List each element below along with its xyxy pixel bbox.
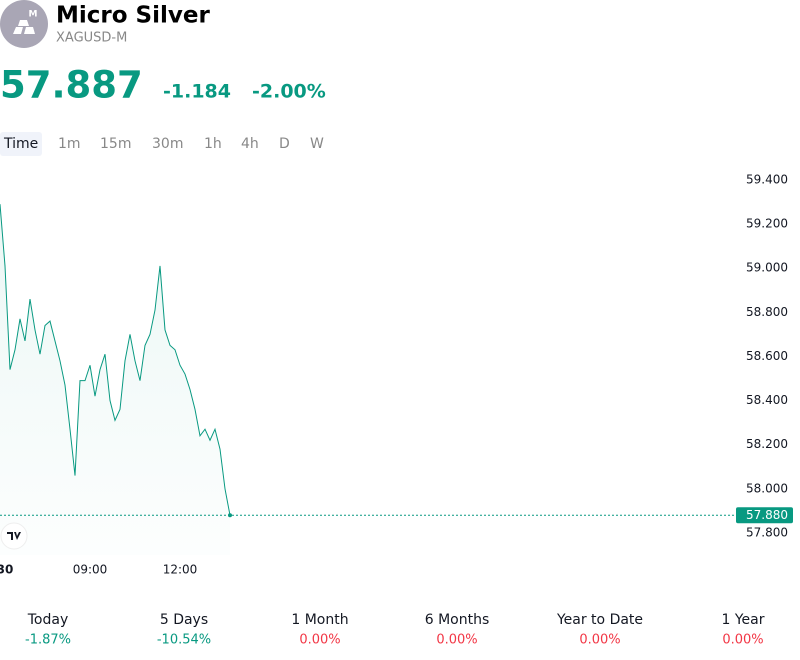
- timeframe-button[interactable]: 1h: [204, 136, 222, 152]
- x-tick-label: 30: [0, 563, 13, 577]
- timeframe-button[interactable]: 15m: [100, 136, 131, 152]
- y-tick-label: 58.000: [746, 481, 788, 495]
- timeframe-button[interactable]: 4h: [241, 136, 259, 152]
- last-price-label: 57.880: [746, 508, 788, 522]
- title: Micro Silver: [56, 3, 210, 29]
- price-area: [0, 204, 230, 555]
- performance-period: Today: [27, 612, 69, 628]
- timeframe-button[interactable]: W: [310, 136, 324, 152]
- performance-value: 0.00%: [722, 633, 763, 648]
- y-tick-label: 59.200: [746, 216, 788, 230]
- y-tick-label: 59.000: [746, 261, 788, 275]
- performance-period: 1 Year: [722, 612, 765, 628]
- chart: 57.800 58.000 58.200 58.400 58.600 58.800 59.0…: [0, 172, 793, 577]
- y-tick-label: 58.600: [746, 349, 788, 363]
- change: -1.184: [163, 81, 231, 103]
- timeframe-button[interactable]: Time: [3, 136, 38, 152]
- performance-period: 1 Month: [291, 612, 348, 628]
- y-tick-label: 58.200: [746, 437, 788, 451]
- silver-bars-icon: [13, 20, 35, 34]
- performance-value: 0.00%: [436, 633, 477, 648]
- icon-badge: M: [29, 10, 38, 20]
- y-tick-label: 59.400: [746, 172, 788, 186]
- price: 57.887: [0, 64, 143, 107]
- y-tick-label: 58.400: [746, 393, 788, 407]
- performance-value: 0.00%: [579, 633, 620, 648]
- x-tick-label: 12:00: [163, 563, 198, 577]
- timeframes: Time 1m 15m 30m 1h 4h D W: [0, 132, 324, 156]
- timeframe-button[interactable]: 1m: [58, 136, 81, 152]
- performance-period: 5 Days: [160, 612, 208, 628]
- timeframe-button[interactable]: 30m: [152, 136, 183, 152]
- symbol: XAGUSD-M: [56, 31, 127, 46]
- price-line: [0, 204, 231, 516]
- x-tick-label: 09:00: [73, 563, 108, 577]
- performance: Today -1.87% 5 Days -10.54% 1 Month 0.00% 6 Mo…: [25, 612, 765, 648]
- last-price-tag: [736, 507, 793, 524]
- performance-value: 0.00%: [299, 633, 340, 648]
- y-tick-label: 57.800: [746, 525, 788, 539]
- performance-value: -1.87%: [25, 633, 71, 648]
- performance-period: 6 Months: [425, 612, 490, 628]
- tv-logo: [0, 522, 28, 550]
- timeframe-active-bg: [0, 132, 42, 156]
- y-tick-label: 58.800: [746, 305, 788, 319]
- timeframe-button[interactable]: D: [279, 136, 290, 152]
- performance-value: -10.54%: [157, 633, 211, 648]
- performance-period: Year to Date: [556, 612, 643, 628]
- change-percent: -2.00%: [252, 81, 326, 103]
